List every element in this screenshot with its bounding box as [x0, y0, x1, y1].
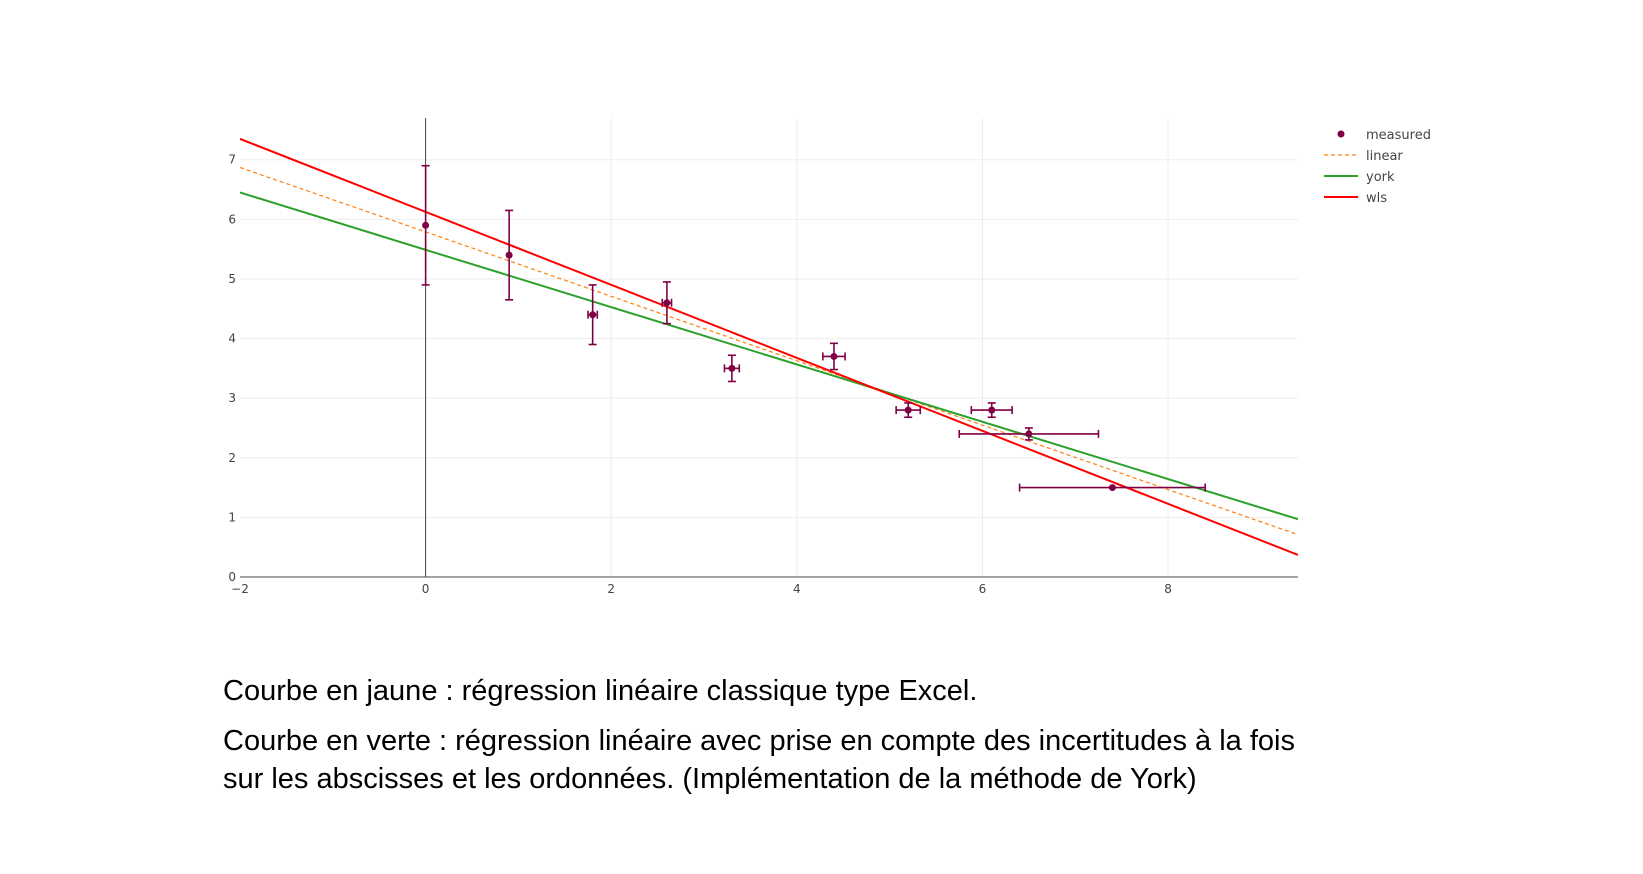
linear-fit-line: [240, 166, 1298, 536]
y-tick-label: 6: [228, 212, 236, 226]
grid-lines: [240, 118, 1298, 577]
measured-marker: [1108, 484, 1116, 492]
measured-point: [661, 281, 673, 325]
legend-item-york[interactable]: york: [1324, 170, 1395, 185]
measured-marker: [422, 221, 430, 229]
y-tick-label: 3: [228, 391, 236, 405]
measured-point: [822, 342, 846, 371]
measured-marker: [1025, 430, 1033, 438]
measured-marker: [663, 299, 671, 307]
measured-points: [421, 164, 1206, 492]
legend-item-measured[interactable]: measured: [1337, 128, 1431, 143]
york-fit-line: [240, 191, 1298, 521]
measured-point: [505, 209, 514, 301]
legend-label: linear: [1366, 149, 1403, 164]
legend-label: measured: [1366, 128, 1431, 143]
measured-point: [421, 164, 430, 286]
legend-label: wls: [1366, 191, 1387, 206]
x-tick-label: 2: [607, 582, 615, 596]
y-tick-label: 2: [228, 451, 236, 465]
legend-label: york: [1366, 170, 1395, 185]
measured-point: [587, 284, 599, 346]
y-tick-label: 0: [228, 570, 236, 584]
measured-point: [958, 427, 1100, 441]
y-tick-label: 5: [228, 272, 236, 286]
caption-line-3: sur les abscisses et les ordonnées. (Imp…: [223, 763, 1197, 795]
fit-lines: [240, 137, 1298, 556]
x-tick-label: −2: [231, 582, 249, 596]
caption-line-1: Courbe en jaune : régression linéaire cl…: [223, 675, 978, 707]
x-tick-label: 0: [422, 582, 430, 596]
legend-item-wls[interactable]: wls: [1324, 191, 1387, 206]
measured-point: [895, 402, 922, 419]
caption-line-2: Courbe en verte : régression linéaire av…: [223, 725, 1295, 757]
wls-fit-line: [240, 137, 1298, 556]
x-tick-label: 4: [793, 582, 801, 596]
measured-marker: [505, 251, 513, 259]
x-tick-label: 6: [979, 582, 987, 596]
measured-marker: [589, 311, 597, 319]
legend-item-linear[interactable]: linear: [1324, 149, 1403, 164]
y-tick-label: 7: [228, 153, 236, 167]
x-tick-label: 8: [1164, 582, 1172, 596]
measured-marker: [904, 406, 912, 414]
legend-marker: [1337, 130, 1345, 138]
measured-marker: [728, 364, 736, 372]
measured-marker: [830, 352, 838, 360]
y-tick-label: 4: [228, 332, 236, 346]
legend[interactable]: measured linear york wls: [1324, 128, 1431, 206]
measured-marker: [988, 406, 996, 414]
measured-point: [723, 354, 741, 383]
measured-point: [1018, 483, 1206, 492]
measured-point: [970, 402, 1013, 419]
y-tick-label: 1: [228, 510, 236, 524]
